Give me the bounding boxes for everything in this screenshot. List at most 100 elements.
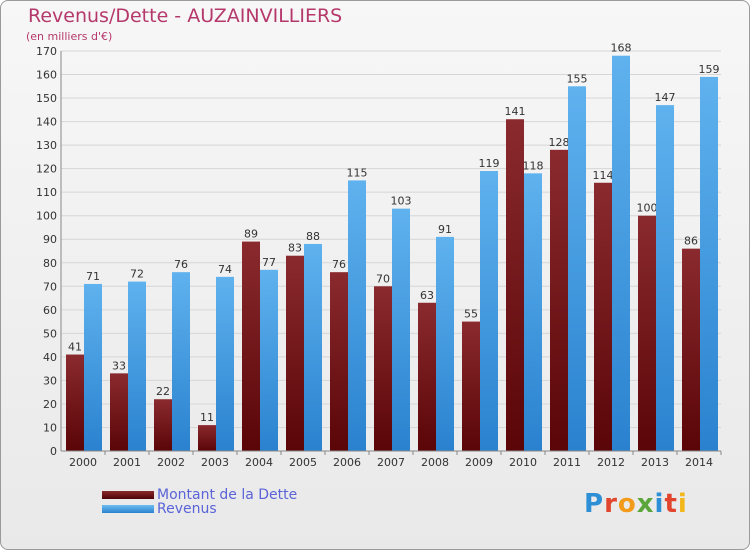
x-tick-label-2004: 2004 [245,456,273,469]
value-label-dette-2006: 76 [332,258,346,271]
chart-subtitle: (en milliers d'€) [26,30,113,43]
value-label-revenus-2006: 115 [347,166,368,179]
x-tick-label-2003: 2003 [201,456,229,469]
bar-revenus-2006 [348,180,366,452]
value-label-dette-2003: 11 [200,411,214,424]
x-tick-label-2002: 2002 [157,456,185,469]
bar-revenus-2009 [480,171,498,451]
bars: 41 71 33 72 22 76 11 74 89 77 83 88 76 115 70 103 63 91 55… [66,42,720,452]
y-tick-label: 50 [43,327,57,340]
bar-dette-2008 [418,302,436,451]
bar-revenus-2008 [436,236,454,451]
value-label-dette-2011: 128 [549,136,570,149]
x-tick-label-2007: 2007 [377,456,405,469]
bar-dette-2002 [154,399,172,451]
x-tick-label-2006: 2006 [333,456,361,469]
bar-dette-2013 [638,215,656,451]
y-tick-label: 120 [36,163,57,176]
value-label-dette-2000: 41 [68,341,82,354]
y-tick-label: 150 [36,92,57,105]
bar-revenus-2013 [656,105,674,451]
x-tick-label-2011: 2011 [553,456,581,469]
bar-dette-2004 [242,241,260,451]
value-label-revenus-2009: 119 [479,157,500,170]
y-tick-label: 40 [43,351,57,364]
bar-dette-2003 [198,425,216,451]
bar-revenus-2010 [524,173,542,451]
bar-dette-2007 [374,286,392,451]
bar-revenus-2001 [128,281,146,451]
bar-revenus-2005 [304,243,322,451]
x-tick-label-2008: 2008 [421,456,449,469]
bar-revenus-2007 [392,208,410,451]
x-tick-label-2005: 2005 [289,456,317,469]
proxiti-logo: Proxiti [584,489,688,519]
value-label-dette-2009: 55 [464,308,478,321]
y-tick-label: 160 [36,69,57,82]
bar-dette-2011 [550,149,568,451]
value-label-dette-2007: 70 [376,272,390,285]
y-tick-label: 100 [36,210,57,223]
x-tick-label-2013: 2013 [641,456,669,469]
x-tick-label-2009: 2009 [465,456,493,469]
y-tick-label: 0 [50,445,57,458]
x-tick-label-2000: 2000 [69,456,97,469]
value-label-revenus-2008: 91 [438,223,452,236]
bar-dette-2005 [286,255,304,451]
legend-item-dette: Montant de la Dette [102,487,298,503]
value-label-revenus-2012: 168 [611,42,632,55]
y-tick-label: 110 [36,186,57,199]
value-label-revenus-2001: 72 [130,268,144,281]
value-label-dette-2004: 89 [244,228,258,241]
value-label-revenus-2005: 88 [306,230,320,243]
bar-dette-2006 [330,272,348,451]
value-label-dette-2005: 83 [288,242,302,255]
y-tick-label: 60 [43,304,57,317]
value-label-revenus-2002: 76 [174,258,188,271]
bar-dette-2012 [594,182,612,451]
legend-swatch-revenus [102,505,154,513]
y-tick-label: 30 [43,374,57,387]
legend-item-revenus: Revenus [102,501,217,517]
value-label-revenus-2004: 77 [262,256,276,269]
bar-dette-2000 [66,354,84,451]
bar-revenus-2011 [568,86,586,451]
bar-revenus-2012 [612,55,630,452]
value-label-revenus-2013: 147 [655,91,676,104]
y-axis: 0 10 20 30 40 50 60 70 80 90 100 110 120 130 140 150 160… [36,45,62,458]
value-label-dette-2014: 86 [684,235,698,248]
value-label-revenus-2000: 71 [86,270,100,283]
value-label-revenus-2011: 155 [567,72,588,85]
value-label-dette-2008: 63 [420,289,434,302]
x-tick-label-2014: 2014 [685,456,713,469]
legend-swatch-dette [102,491,154,499]
bar-revenus-2004 [260,269,278,451]
bar-revenus-2002 [172,272,190,451]
value-label-revenus-2003: 74 [218,263,232,276]
value-label-dette-2010: 141 [505,105,526,118]
bar-revenus-2003 [216,276,234,451]
value-label-revenus-2014: 159 [699,63,720,76]
bar-revenus-2000 [84,283,102,451]
bar-dette-2010 [506,119,524,451]
value-label-dette-2013: 100 [637,202,658,215]
legend-label-revenus: Revenus [157,501,217,517]
value-label-revenus-2007: 103 [391,195,412,208]
legend-label-dette: Montant de la Dette [157,487,298,503]
value-label-dette-2012: 114 [593,169,614,182]
y-tick-label: 20 [43,398,57,411]
y-tick-label: 70 [43,280,57,293]
bar-dette-2001 [110,373,128,451]
x-tick-label-2012: 2012 [597,456,625,469]
x-axis: 2000 2001 2002 2003 2004 2005 2006 2007 2008 2009… [61,450,722,469]
y-tick-label: 170 [36,45,57,58]
value-label-dette-2001: 33 [112,359,126,372]
chart-title: Revenus/Dette - AUZAINVILLIERS [28,5,343,27]
x-tick-label-2010: 2010 [509,456,537,469]
value-label-dette-2002: 22 [156,385,170,398]
bar-dette-2014 [682,248,700,451]
y-tick-label: 80 [43,257,57,270]
x-tick-label-2001: 2001 [113,456,141,469]
